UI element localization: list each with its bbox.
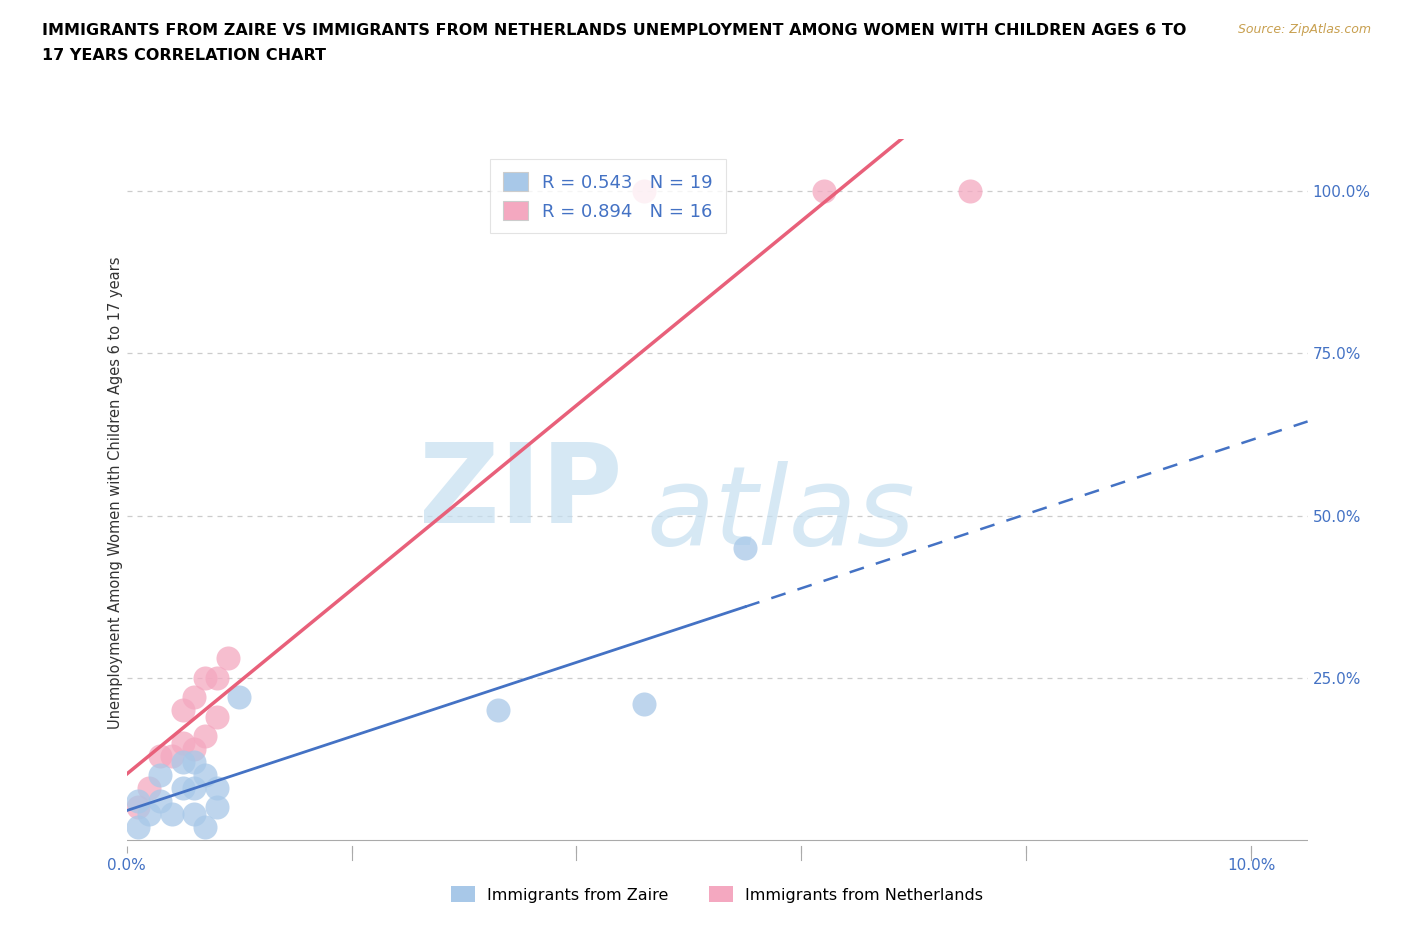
Point	[486, 703, 509, 718]
Point	[183, 741, 205, 756]
Point	[205, 671, 228, 685]
Point	[138, 780, 160, 795]
Point	[149, 793, 172, 808]
Point	[194, 728, 217, 743]
Point	[160, 806, 183, 821]
Text: atlas: atlas	[647, 460, 915, 567]
Point	[149, 748, 172, 763]
Point	[194, 767, 217, 782]
Point	[172, 735, 194, 750]
Point	[149, 767, 172, 782]
Point	[959, 184, 981, 199]
Point	[194, 819, 217, 834]
Point	[813, 184, 835, 199]
Point	[127, 793, 149, 808]
Legend: Immigrants from Zaire, Immigrants from Netherlands: Immigrants from Zaire, Immigrants from N…	[444, 880, 990, 909]
Point	[205, 780, 228, 795]
Point	[183, 806, 205, 821]
Point	[734, 540, 756, 555]
Point	[633, 184, 655, 199]
Point	[205, 800, 228, 815]
Point	[228, 690, 250, 705]
Point	[633, 697, 655, 711]
Point	[183, 754, 205, 769]
Point	[183, 690, 205, 705]
Point	[160, 748, 183, 763]
Point	[172, 703, 194, 718]
Point	[127, 800, 149, 815]
Point	[172, 754, 194, 769]
Point	[194, 671, 217, 685]
Text: 17 YEARS CORRELATION CHART: 17 YEARS CORRELATION CHART	[42, 48, 326, 63]
Y-axis label: Unemployment Among Women with Children Ages 6 to 17 years: Unemployment Among Women with Children A…	[108, 257, 122, 729]
Point	[127, 819, 149, 834]
Point	[217, 651, 239, 666]
Point	[205, 710, 228, 724]
Point	[138, 806, 160, 821]
Point	[183, 780, 205, 795]
Text: ZIP: ZIP	[419, 439, 623, 547]
Text: Source: ZipAtlas.com: Source: ZipAtlas.com	[1237, 23, 1371, 36]
Point	[172, 780, 194, 795]
Text: IMMIGRANTS FROM ZAIRE VS IMMIGRANTS FROM NETHERLANDS UNEMPLOYMENT AMONG WOMEN WI: IMMIGRANTS FROM ZAIRE VS IMMIGRANTS FROM…	[42, 23, 1187, 38]
